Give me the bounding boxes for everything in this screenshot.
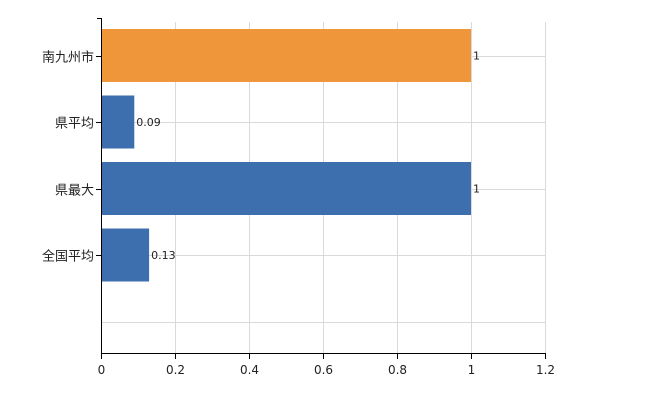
x-tick-label-2: 0.2 [166,363,185,377]
x-tick-label-7: 1.2 [536,363,555,377]
data-label-3: 1 [473,183,480,196]
bar-1 [101,29,471,82]
category-label-1: 南九州市 [42,50,94,66]
axes [96,18,546,359]
bars [101,29,471,282]
x-tick-label-1: 0 [98,363,106,377]
x-tick-label-4: 0.6 [314,363,333,377]
category-label-3: 県最大 [55,184,94,199]
category-label-4: 全国平均 [42,249,94,265]
x-tick-label-6: 1 [468,363,476,377]
data-label-2: 0.09 [136,116,161,129]
data-label-4: 0.13 [151,249,176,262]
bar-4 [101,228,150,282]
bar-2 [101,95,135,149]
data-label-1: 1 [473,50,480,63]
category-label-2: 県平均 [55,117,94,132]
x-tick-label-3: 0.4 [240,363,259,377]
x-tick-label-5: 0.8 [388,363,407,377]
bar-3 [101,162,471,215]
